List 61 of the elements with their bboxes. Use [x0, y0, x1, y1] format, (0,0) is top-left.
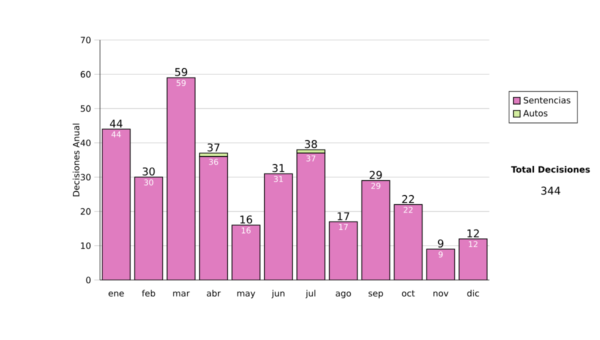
data-label: 30	[144, 179, 154, 186]
x-tick-label: dic	[467, 290, 479, 297]
bar	[232, 224, 260, 280]
y-axis-title: Decisiones Anual	[72, 124, 80, 196]
x-tick-label: jul	[306, 290, 316, 298]
data-label: 12	[468, 241, 478, 248]
total-label: 16	[240, 215, 252, 224]
bar	[134, 176, 164, 280]
y-tick-label: 0	[86, 276, 91, 284]
x-tick-label: ene	[108, 292, 124, 297]
data-label: 37	[306, 155, 316, 162]
total-label: 37	[208, 143, 220, 152]
y-tick-label: 30	[80, 174, 91, 180]
total-label: 9	[438, 239, 444, 248]
data-label: 31	[274, 176, 283, 182]
x-tick-label: may	[237, 292, 256, 298]
x-tick-label: sep	[368, 292, 383, 298]
data-label: 44	[112, 131, 121, 138]
data-label: 9	[438, 251, 443, 258]
bar	[328, 221, 358, 280]
bar	[394, 204, 423, 280]
x-tick-label: abr	[206, 290, 221, 297]
bar	[264, 173, 293, 280]
data-label: 29	[371, 182, 380, 189]
y-tick-label: 50	[80, 105, 91, 112]
x-tick-label: feb	[142, 290, 156, 297]
total-label: 38	[304, 140, 317, 148]
y-tick-label: 70	[80, 36, 91, 44]
bar	[458, 238, 488, 280]
x-tick-label: nov	[434, 292, 448, 297]
legend-label: Sentencias	[524, 96, 570, 104]
bar	[361, 180, 390, 280]
bar	[166, 77, 196, 280]
y-tick-label: 40	[80, 140, 91, 146]
total-label: 31	[272, 164, 284, 172]
x-tick-label: mar	[173, 292, 190, 297]
x-tick-label: oct	[402, 290, 415, 297]
bar	[296, 152, 326, 280]
bar	[102, 128, 131, 280]
total-label: 29	[370, 170, 382, 179]
y-tick-label: 20	[80, 208, 91, 215]
total-label: 59	[175, 68, 188, 76]
total-label: 30	[142, 167, 155, 176]
y-tick-label: 60	[80, 71, 91, 78]
total-label: 22	[402, 195, 414, 203]
data-label: 22	[404, 206, 413, 213]
x-tick-label: jun	[272, 290, 284, 298]
total-label: 44	[110, 120, 122, 128]
text: Total Decisiones	[511, 166, 590, 173]
total-label: 12	[467, 229, 479, 238]
bar	[199, 156, 228, 280]
bar	[426, 248, 456, 280]
data-label: 36	[209, 158, 218, 165]
data-label: 16	[242, 227, 251, 234]
x-tick-label: ago	[336, 292, 351, 298]
y-tick-label: 10	[81, 242, 91, 249]
text: 344	[541, 186, 560, 195]
legend-label: Autos	[523, 110, 548, 116]
data-label: 17	[339, 224, 348, 230]
total-label: 17	[338, 212, 350, 220]
data-label: 59	[176, 80, 186, 86]
